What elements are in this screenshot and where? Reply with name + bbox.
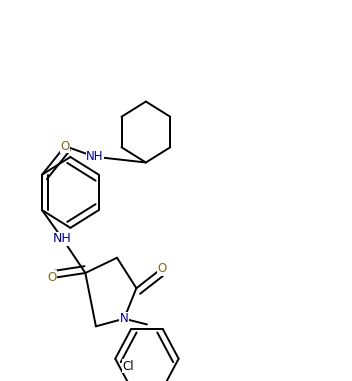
Text: O: O [60,139,70,153]
Text: NH: NH [86,150,103,163]
Text: N: N [120,312,128,325]
Text: NH: NH [53,232,72,245]
Text: Cl: Cl [122,360,134,373]
Text: O: O [157,262,166,275]
Text: O: O [47,271,57,284]
